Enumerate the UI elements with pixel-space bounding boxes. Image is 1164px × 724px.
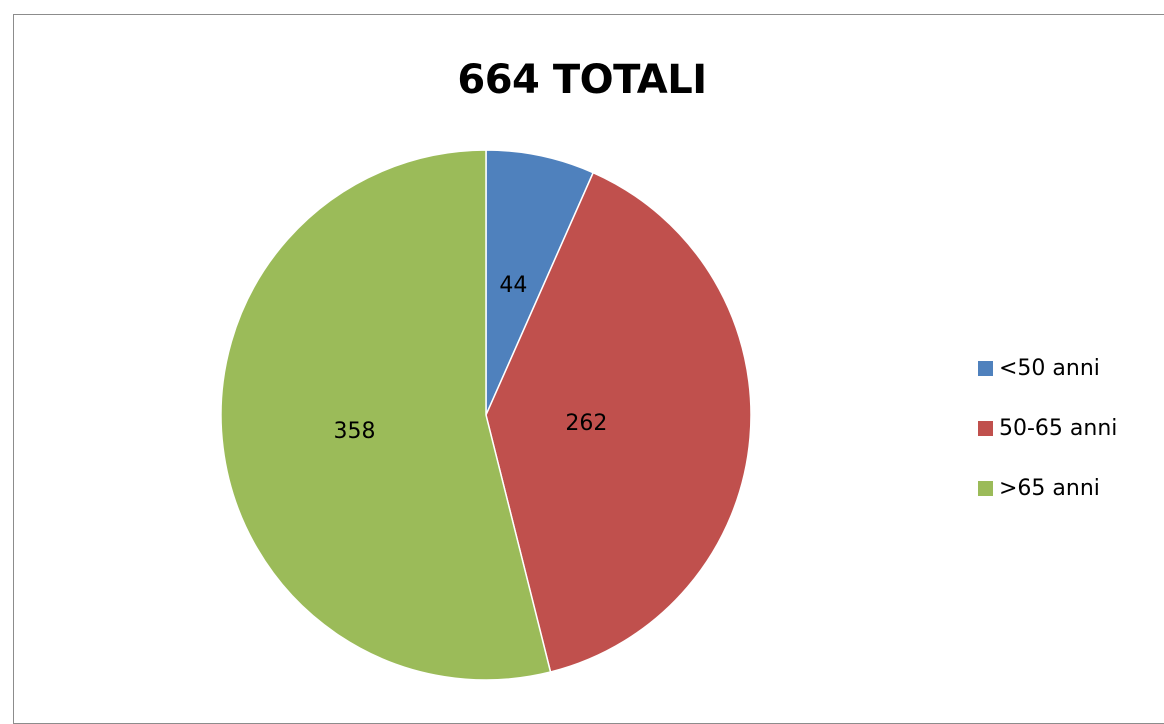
pie-data-labels: 44 262 358 <box>334 273 608 444</box>
pie-slices <box>220 149 752 681</box>
legend-item-50-65: 50-65 anni <box>978 398 1158 458</box>
pie-slice-50-65 <box>485 171 752 673</box>
legend-swatch-under-50 <box>978 360 993 376</box>
data-label-over-65: 358 <box>334 419 376 444</box>
data-label-under-50: 44 <box>499 273 527 298</box>
pie-slice-over-65 <box>220 149 552 681</box>
legend-item-over-65: >65 anni <box>978 458 1158 518</box>
chart-title: 664 TOTALI <box>457 57 707 103</box>
legend-swatch-over-65 <box>978 480 993 496</box>
legend-label-under-50: <50 anni <box>999 355 1100 381</box>
pie-slice-under-50 <box>485 149 595 416</box>
legend-item-under-50: <50 anni <box>978 338 1158 398</box>
legend-label-over-65: >65 anni <box>999 475 1100 501</box>
legend-label-50-65: 50-65 anni <box>999 415 1118 441</box>
pie-chart: 44 262 358 <box>220 149 752 681</box>
legend: <50 anni 50-65 anni >65 anni <box>978 338 1158 518</box>
data-label-50-65: 262 <box>565 411 607 436</box>
legend-swatch-50-65 <box>978 420 993 436</box>
